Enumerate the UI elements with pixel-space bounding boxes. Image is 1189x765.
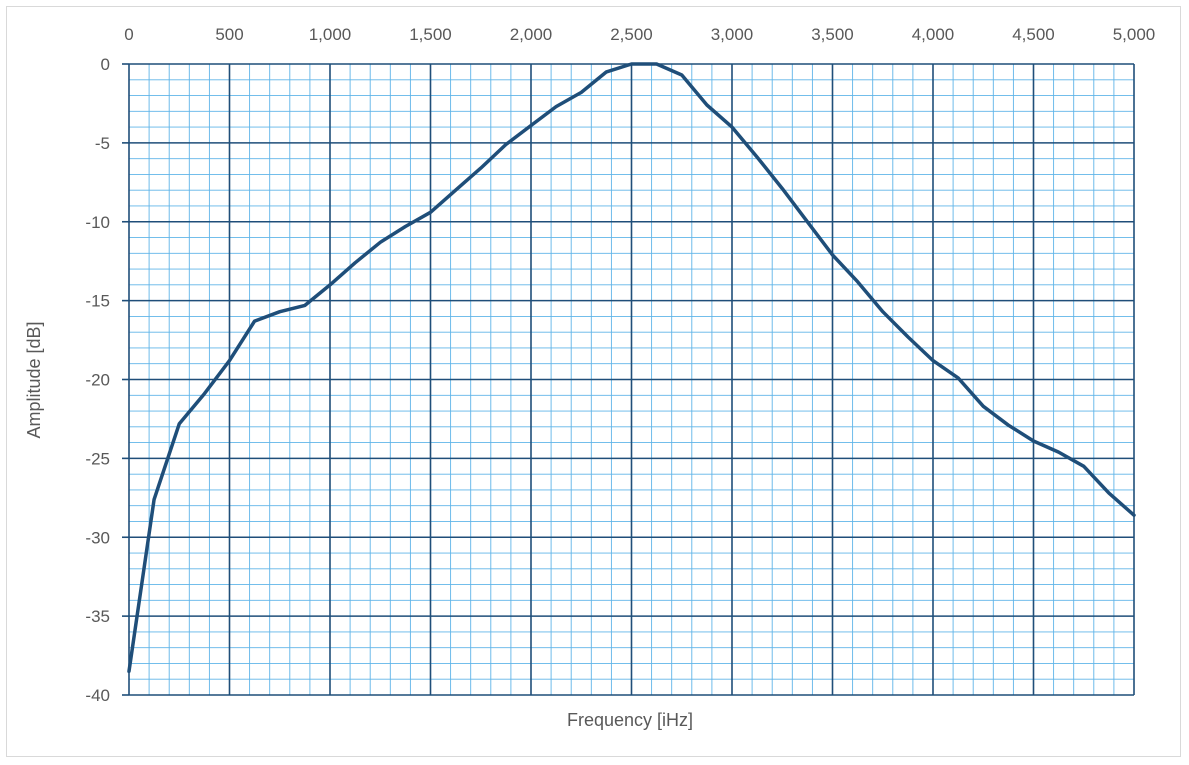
x-axis-title: Frequency [iHz] [567,710,693,730]
x-tick-label: 3,000 [711,25,754,44]
x-tick-label: 1,000 [309,25,352,44]
x-tick-label: 3,500 [811,25,854,44]
y-tick-label: -5 [95,134,110,153]
x-tick-label: 1,500 [409,25,452,44]
y-tick-label: -30 [85,528,110,547]
x-tick-label: 4,500 [1012,25,1055,44]
y-tick-label: -35 [85,607,110,626]
x-tick-label: 2,000 [510,25,553,44]
y-axis-title: Amplitude [dB] [24,321,44,438]
x-tick-label: 500 [215,25,243,44]
series-line [127,62,1136,674]
y-tick-label: 0 [101,55,110,74]
x-tick-label: 2,500 [610,25,653,44]
x-tick-label: 4,000 [912,25,955,44]
major-grid [122,63,1135,696]
y-tick-label: -40 [85,686,110,705]
x-tick-label: 0 [124,25,133,44]
y-tick-label: -15 [85,292,110,311]
x-tick-label: 5,000 [1113,25,1156,44]
y-tick-label: -25 [85,449,110,468]
y-tick-label: -20 [85,371,110,390]
x-axis-ticks: 0 500 1,000 1,500 2,000 2,500 3,000 3,500 4,000 4… [124,25,1155,44]
y-axis-ticks: 0 -5 -10 -15 -20 -25 -30 -35 -40 [85,55,110,705]
y-tick-label: -10 [85,213,110,232]
